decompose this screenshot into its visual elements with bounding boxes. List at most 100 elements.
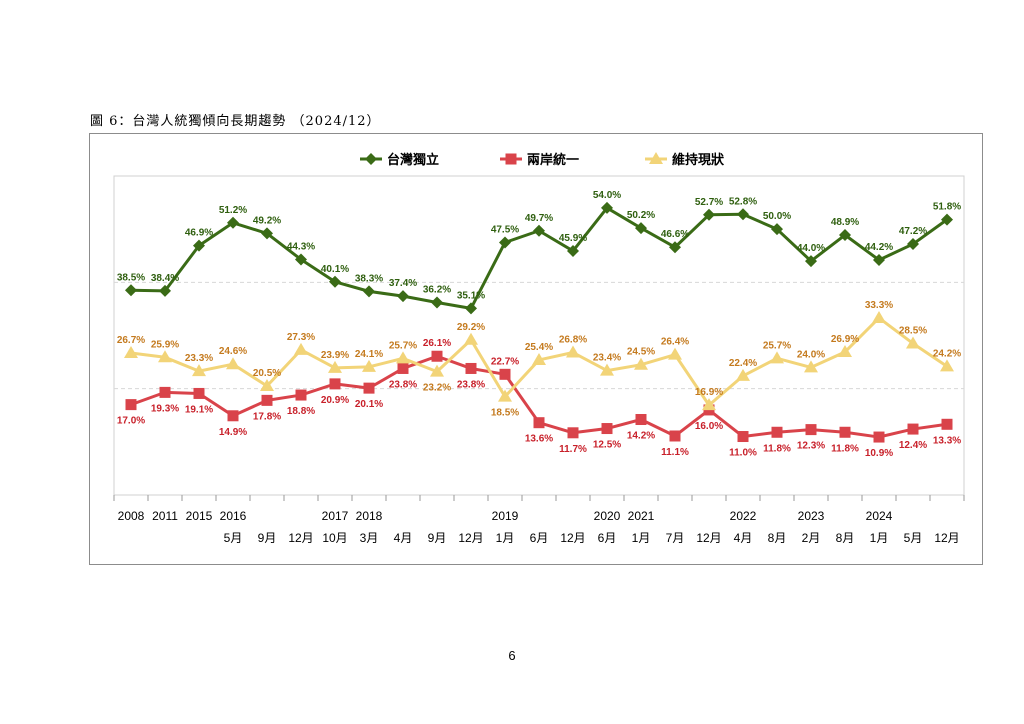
x-tick-month-label: 12月 (560, 531, 585, 545)
data-label-unification: 19.3% (151, 403, 179, 414)
data-label-status-quo: 29.2% (457, 322, 485, 333)
data-point-status-quo (804, 360, 818, 373)
data-label-status-quo: 24.0% (797, 349, 825, 360)
data-point-independence (771, 223, 783, 236)
data-label-status-quo: 24.2% (933, 348, 961, 359)
data-point-unification (941, 418, 953, 430)
data-point-unification (159, 386, 171, 398)
data-point-status-quo (396, 351, 410, 364)
data-label-unification: 11.0% (729, 448, 757, 459)
data-point-independence (431, 296, 443, 309)
data-label-independence: 44.2% (865, 242, 893, 253)
data-label-independence: 54.0% (593, 190, 621, 201)
x-tick-year-label: 2015 (186, 509, 213, 523)
x-tick-month-label: 1月 (870, 531, 889, 545)
legend-marker-independence (365, 153, 377, 165)
data-label-independence: 46.9% (185, 228, 213, 239)
x-tick-month-label: 9月 (258, 531, 277, 545)
data-point-status-quo (430, 364, 444, 377)
data-label-status-quo: 26.9% (831, 334, 859, 345)
data-point-status-quo (906, 336, 920, 349)
data-point-status-quo (158, 350, 172, 363)
x-tick-month-label: 7月 (666, 531, 685, 545)
data-label-unification: 13.6% (525, 434, 553, 445)
data-label-unification: 10.9% (865, 448, 893, 459)
line-chart: 2008 2011 2015 2016 5月 9月 12月 2017 10月 2018 3月 4月 9月… (113, 152, 965, 545)
data-label-independence: 47.2% (899, 226, 927, 237)
data-label-unification: 14.2% (627, 431, 655, 442)
data-label-status-quo: 25.9% (151, 339, 179, 350)
x-tick-year-label: 2018 (356, 509, 383, 523)
x-tick-month-label: 4月 (394, 531, 413, 545)
data-point-status-quo (124, 346, 138, 359)
data-label-independence: 52.7% (695, 197, 723, 208)
data-label-unification: 13.3% (933, 435, 961, 446)
data-label-status-quo: 23.3% (185, 353, 213, 364)
x-tick-year-label: 2008 (118, 509, 145, 523)
data-point-status-quo (736, 368, 750, 381)
data-point-unification (193, 387, 205, 399)
data-label-unification: 14.9% (219, 427, 247, 438)
legend-label-unification: 兩岸統一 (527, 152, 579, 167)
data-point-independence (499, 236, 511, 249)
data-point-status-quo (940, 359, 954, 372)
data-label-independence: 45.9% (559, 233, 587, 244)
data-point-unification (397, 362, 409, 374)
data-point-status-quo (260, 379, 274, 392)
data-label-independence: 38.4% (151, 273, 179, 284)
data-point-status-quo (838, 344, 852, 357)
data-point-status-quo (498, 389, 512, 402)
data-label-independence: 50.2% (627, 210, 655, 221)
data-point-independence (465, 302, 477, 315)
data-label-independence: 51.8% (933, 202, 961, 213)
data-label-unification: 20.1% (355, 399, 383, 410)
x-tick-year-label: 2022 (730, 509, 757, 523)
data-point-independence (907, 238, 919, 251)
data-label-status-quo: 25.4% (525, 342, 553, 353)
data-point-independence (635, 222, 647, 235)
data-point-status-quo (634, 357, 648, 370)
x-tick-month-label: 3月 (360, 531, 379, 545)
data-point-unification (295, 389, 307, 401)
data-point-status-quo (294, 342, 308, 355)
legend-label-status-quo: 維持現狀 (672, 152, 725, 167)
data-label-independence: 46.6% (661, 229, 689, 240)
data-point-unification (499, 368, 511, 380)
data-point-unification (737, 431, 749, 443)
data-point-status-quo (532, 352, 546, 365)
data-point-independence (567, 244, 579, 257)
data-point-independence (193, 239, 205, 252)
data-point-unification (227, 410, 239, 422)
data-label-status-quo: 16.9% (695, 387, 723, 398)
x-tick-month-label: 1月 (632, 531, 651, 545)
data-label-status-quo: 26.4% (661, 337, 689, 348)
data-label-unification: 20.9% (321, 395, 349, 406)
data-point-unification (771, 426, 783, 438)
x-tick-year-label: 2019 (492, 509, 519, 523)
data-point-unification (567, 427, 579, 439)
data-label-unification: 16.0% (695, 421, 723, 432)
data-label-status-quo: 23.2% (423, 383, 451, 394)
x-tick-year-label: 2020 (594, 509, 621, 523)
data-point-unification (533, 417, 545, 429)
data-point-independence (601, 201, 613, 214)
x-tick-month-label: 12月 (696, 531, 721, 545)
data-point-independence (125, 284, 137, 297)
data-point-unification (431, 350, 443, 362)
legend-marker-status-quo (649, 152, 663, 164)
data-label-status-quo: 33.3% (865, 300, 893, 311)
figure-caption: 圖 6：台灣人統獨傾向長期趨勢 （2024/12） (90, 114, 381, 129)
data-label-unification: 11.8% (763, 443, 791, 454)
data-label-status-quo: 18.5% (491, 408, 519, 419)
data-point-independence (329, 275, 341, 288)
data-point-independence (839, 229, 851, 242)
page-number: 6 (508, 648, 516, 663)
data-point-independence (703, 208, 715, 221)
data-point-independence (397, 290, 409, 303)
x-tick-year-label: 2021 (628, 509, 655, 523)
data-point-independence (295, 253, 307, 266)
data-label-independence: 49.2% (253, 215, 281, 226)
data-point-unification (873, 431, 885, 443)
data-label-unification: 22.7% (491, 356, 519, 367)
x-tick-month-label: 12月 (288, 531, 313, 545)
